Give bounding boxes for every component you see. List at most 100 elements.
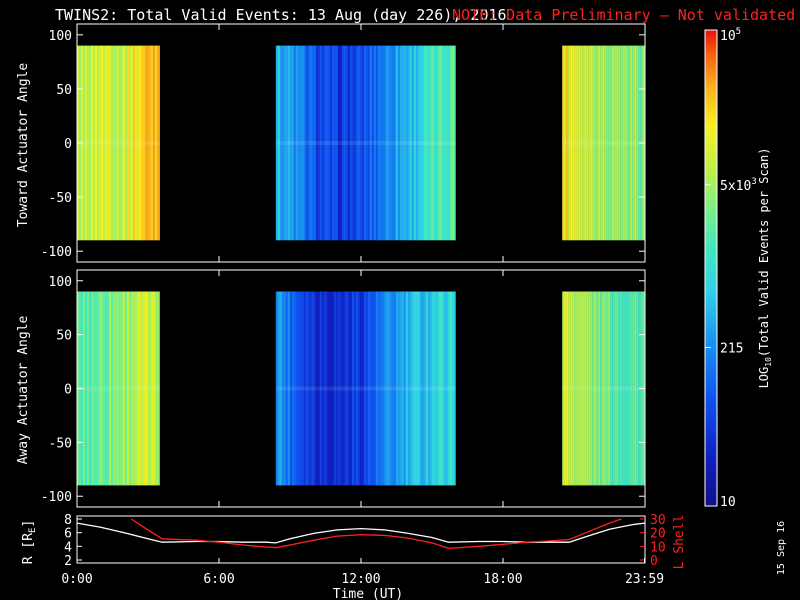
colorbar-tick-label: 105 [720, 27, 741, 44]
heatmap-column [97, 45, 100, 241]
heatmap-column [574, 45, 577, 241]
x-tick-label: 23:59 [625, 572, 664, 587]
heatmap-column [307, 45, 310, 241]
heatmap-column [351, 45, 354, 241]
heatmap-column [421, 291, 424, 486]
heatmap-column [397, 45, 400, 241]
heatmap-column [363, 45, 366, 241]
y-tick-label: -50 [49, 436, 72, 451]
heatmap-column [449, 45, 452, 241]
heatmap-column [275, 45, 278, 241]
heatmap-column [586, 45, 589, 241]
y-tick-label: 0 [64, 137, 72, 152]
heatmap-column [301, 291, 304, 486]
heatmap-column [566, 291, 569, 486]
heatmap-column [365, 291, 368, 486]
heatmap-column [139, 45, 142, 241]
heatmap-column [301, 45, 304, 241]
heatmap-column [570, 45, 573, 241]
colorbar-label: LOG10(Total Valid Events per Scan) [757, 148, 773, 389]
right-y-tick-label: 20 [650, 527, 666, 542]
heatmap-column [93, 291, 96, 486]
heatmap-column [109, 291, 112, 486]
heatmap-column [343, 291, 346, 486]
heatmap-column [359, 45, 362, 241]
heatmap-column [451, 45, 454, 241]
heatmap-column [427, 45, 430, 241]
heatmap-column [355, 291, 358, 486]
heatmap-column [439, 45, 442, 241]
heatmap-column [582, 45, 585, 241]
heatmap-column [610, 291, 613, 486]
x-tick-label: 0:00 [61, 572, 92, 587]
y-tick-label: 50 [56, 83, 72, 98]
heatmap-column [323, 45, 326, 241]
colorbar-label-main: LOG [757, 367, 771, 389]
heatmap-column [99, 291, 102, 486]
heatmap-column [153, 45, 156, 241]
heatmap-column [277, 45, 280, 241]
heatmap-column [333, 45, 336, 241]
heatmap-column [327, 45, 330, 241]
heatmap-column [123, 45, 126, 241]
heatmap-column [598, 291, 601, 486]
heatmap-column [608, 291, 611, 486]
heatmap-column [399, 45, 402, 241]
heatmap-column [594, 291, 597, 486]
heatmap-column [119, 291, 122, 486]
heatmap-column [91, 291, 94, 486]
heatmap-column [149, 45, 152, 241]
heatmap-column [327, 291, 330, 486]
heatmap-column [109, 45, 112, 241]
heatmap-column [632, 45, 635, 241]
preliminary-note: NOTE: Data Preliminary — Not validated [452, 6, 795, 24]
heatmap-column [596, 291, 599, 486]
heatmap-column [153, 291, 156, 486]
heatmap-column [425, 45, 428, 241]
left-y-tick-label: 2 [64, 554, 72, 569]
heatmap-column [385, 291, 388, 486]
heatmap-column [151, 291, 154, 486]
heatmap-column [285, 45, 288, 241]
colorbar-tick-label: 215 [720, 341, 743, 356]
heatmap-column [349, 291, 352, 486]
heatmap-column [602, 45, 605, 241]
heatmap-column [141, 291, 144, 486]
heatmap-column [606, 291, 609, 486]
heatmap-column [347, 291, 350, 486]
heatmap-column [622, 45, 625, 241]
heatmap-column [103, 291, 106, 486]
heatmap-column [143, 291, 146, 486]
heatmap-column [313, 291, 316, 486]
heatmap-column [379, 45, 382, 241]
heatmap-column [157, 45, 160, 241]
heatmap-column [149, 291, 152, 486]
heatmap-column [612, 291, 615, 486]
heatmap-column [361, 45, 364, 241]
zero-angle-band [275, 141, 456, 145]
heatmap-column [325, 45, 328, 241]
heatmap-column [289, 45, 292, 241]
heatmap-column [443, 291, 446, 486]
heatmap-column [367, 45, 370, 241]
colorbar-tick-label: 5x103 [720, 177, 757, 194]
heatmap-column [105, 291, 108, 486]
heatmap-column [107, 45, 110, 241]
heatmap-column [423, 45, 426, 241]
heatmap-column [405, 291, 408, 486]
plot-title: TWINS2: Total Valid Events: 13 Aug (day … [55, 6, 507, 24]
heatmap-column [349, 45, 352, 241]
heatmap-column [131, 291, 134, 486]
heatmap-column [279, 291, 282, 486]
heatmap-column [299, 45, 302, 241]
heatmap-column [103, 45, 106, 241]
heatmap-column [407, 45, 410, 241]
heatmap-column [447, 291, 450, 486]
orbit-right-axis-label: L Shell [672, 515, 687, 570]
heatmap-column [375, 291, 378, 486]
heatmap-column [297, 291, 300, 486]
heatmap-column [620, 45, 623, 241]
heatmap-column [590, 45, 593, 241]
away-heatmap-panel: 100 50 0 -50 -100 [41, 269, 646, 508]
